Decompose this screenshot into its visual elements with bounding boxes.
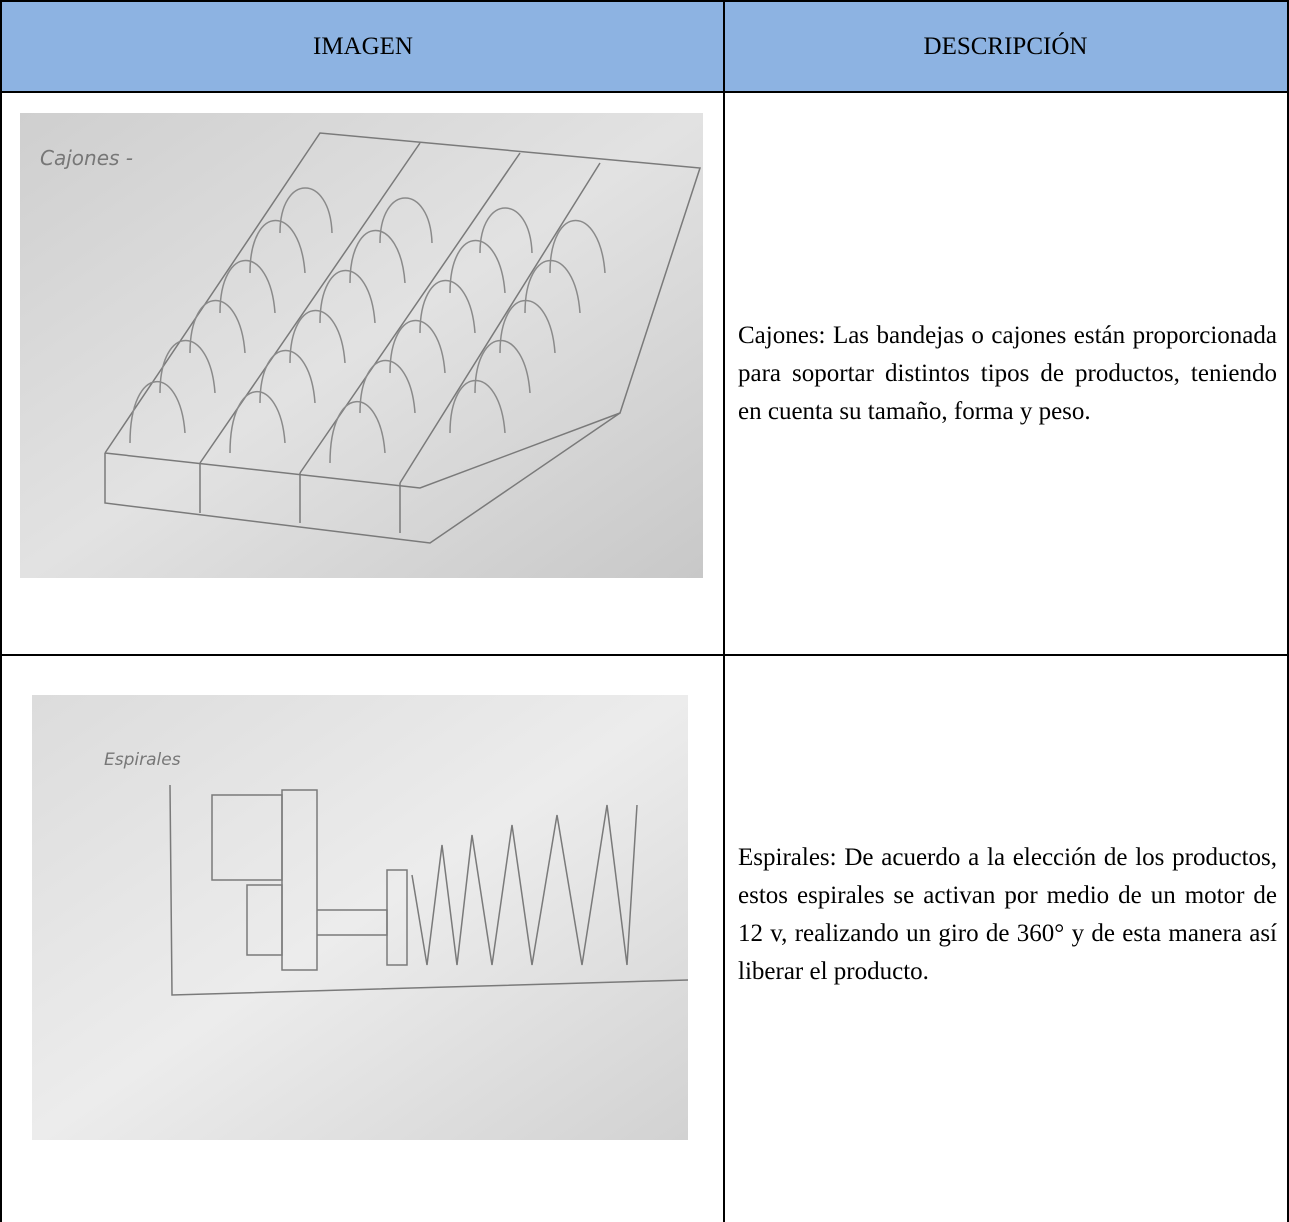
border [723,0,725,1222]
border [1287,0,1289,1222]
sketch-image: Cajones - [20,113,703,578]
border [0,91,1289,93]
header-cell: IMAGEN [2,2,724,92]
image-label: Espirales [104,750,181,770]
description: Cajones: Las bandejas o cajones están pr… [738,321,1277,425]
description: Espirales: De acuerdo a la elección de l… [738,844,1277,985]
border [0,0,1289,2]
header-cell: DESCRIPCIÓN [724,2,1287,92]
sketch-image: Espirales [32,695,688,1140]
border [0,0,2,1222]
image-label: Cajones - [40,146,133,170]
border [0,654,1289,656]
